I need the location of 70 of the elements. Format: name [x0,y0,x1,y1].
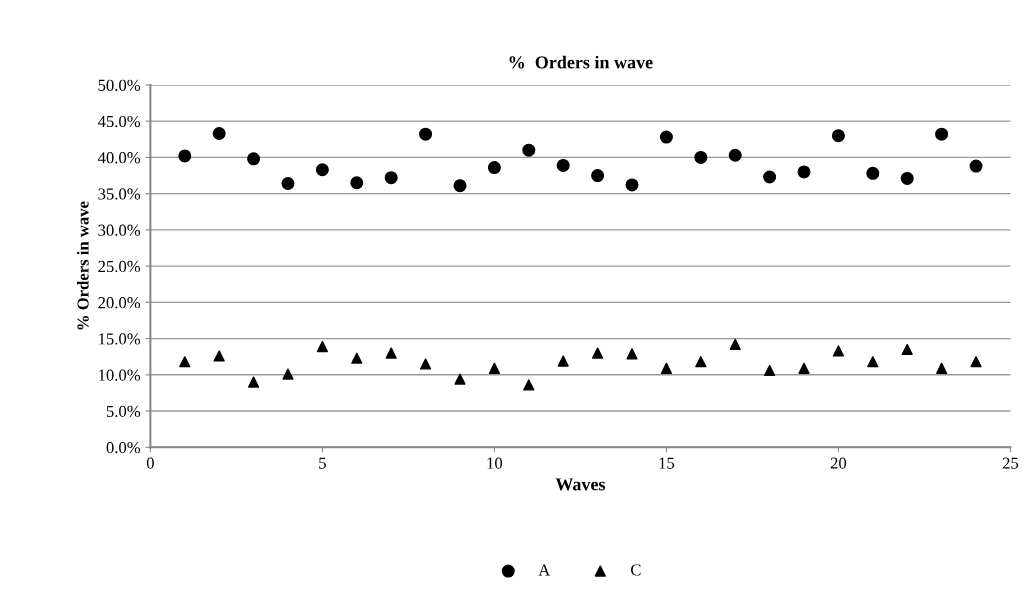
point [453,179,467,193]
point [213,350,225,362]
point [936,362,948,374]
point [384,171,398,185]
x-tick-label: 20 [830,457,847,469]
point [970,356,982,368]
point [659,130,673,144]
x-tick-label: 10 [487,457,503,469]
point [419,127,433,141]
y-tick-label: 20.0% [98,297,141,309]
point [454,373,466,385]
point [969,159,983,173]
x-tick-label: 5 [319,457,326,469]
point [900,171,914,185]
point [591,169,605,183]
y-tick-label: 50.0% [98,79,141,91]
point [282,368,294,380]
point [556,158,570,172]
point [247,376,260,388]
point [178,149,192,163]
y-tick-label: 5.0% [106,405,141,418]
y-tick-label: 25.0% [98,260,141,273]
point [901,343,913,356]
point [247,152,261,166]
point [763,170,777,184]
point [625,178,639,192]
point [419,358,432,370]
y-tick-label: 30.0% [98,224,141,236]
point [660,362,673,374]
y-tick-label: 10.0% [99,369,141,381]
x-tick-label: 15 [659,457,675,469]
point [729,338,741,350]
point [523,379,535,391]
point [522,143,536,157]
point [315,163,329,177]
point [487,161,501,175]
point [764,364,776,377]
point [695,356,707,368]
y-tick-label: 15.0% [99,333,141,345]
point [351,352,363,364]
point [488,362,501,374]
point [350,176,364,190]
point [592,347,604,359]
point [385,347,397,359]
point [866,166,880,180]
y-tick-label: 45.0% [97,115,141,128]
x-tick-label: 25 [1002,457,1019,469]
point [179,356,191,368]
point [935,127,949,141]
point [281,176,295,191]
point [728,148,742,162]
point [694,150,708,164]
point [867,356,879,368]
x-tick-label: 0 [146,457,154,469]
chart-title: % Orders in wave [509,55,653,69]
point [557,355,569,367]
point [832,345,845,357]
legend-label: A [538,564,551,576]
y-tick-label: 35.0% [98,188,141,200]
point [798,362,810,374]
point [626,348,638,360]
point [316,340,328,353]
point [797,165,811,179]
legend-label: C [630,564,641,576]
point [212,126,226,141]
point [831,129,845,143]
x-axis-title: Waves [555,478,606,491]
y-tick-label: 0.0% [106,441,141,454]
y-axis-title: % Orders in wave [76,201,89,330]
y-tick-label: 40.0% [97,152,141,164]
